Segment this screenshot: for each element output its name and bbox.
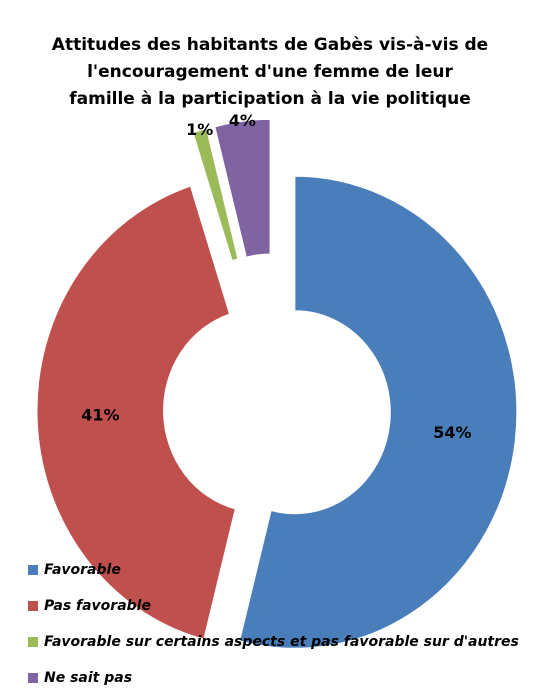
legend-label: Pas favorable (44, 598, 151, 614)
legend-swatch (28, 637, 38, 647)
donut-slice (36, 185, 236, 640)
legend-swatch (28, 673, 38, 683)
legend-label: Favorable sur certains aspects et pas fa… (44, 634, 519, 650)
legend-label: Ne sait pas (44, 670, 132, 686)
data-label: 54% (433, 423, 471, 442)
legend-swatch (28, 601, 38, 611)
donut-slice (192, 127, 239, 262)
legend-label: Favorable (44, 562, 121, 578)
data-label: 41% (81, 405, 119, 424)
chart-title: l'encouragement d'une femme de leur (87, 62, 453, 82)
chart-title: Attitudes des habitants de Gabès vis-à-v… (52, 35, 488, 55)
chart-title: famille à la participation à la vie poli… (69, 89, 471, 109)
data-label: 4% (229, 111, 256, 130)
donut-slice (239, 175, 518, 649)
data-label: 1% (186, 120, 213, 139)
legend-swatch (28, 565, 38, 575)
donut-slice (214, 118, 271, 258)
